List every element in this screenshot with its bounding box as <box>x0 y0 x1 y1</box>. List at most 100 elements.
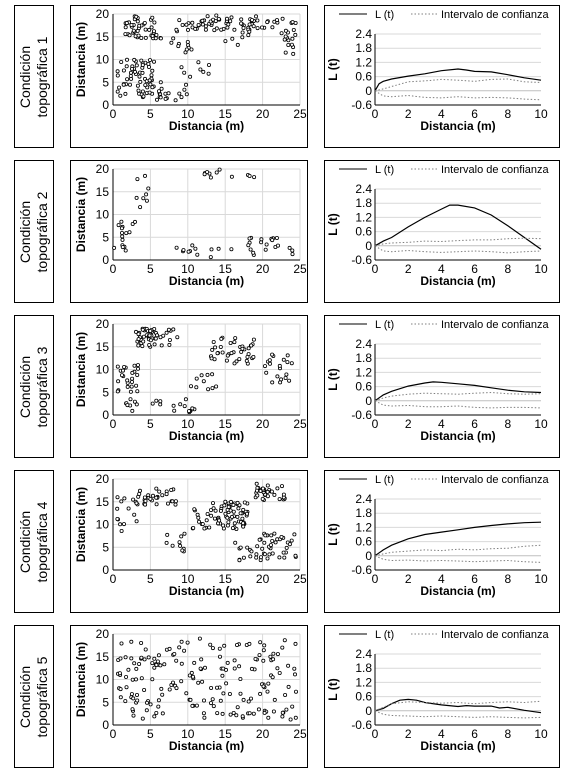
scatter-point <box>132 363 137 368</box>
scatter-point <box>126 667 131 672</box>
scatter-chart: 0 5 10 15 20 25 0 5 10 15 20 Distancia (m) Distancia… <box>74 7 307 133</box>
x-tick-label: 25 <box>293 572 307 586</box>
scatter-point <box>152 665 157 670</box>
condition-label-line2: topográfica 4 <box>34 501 50 582</box>
scatter-point <box>202 526 207 531</box>
scatter-point <box>247 236 252 241</box>
scatter-point <box>134 383 139 388</box>
scatter-point <box>222 643 227 648</box>
scatter-point <box>282 37 287 42</box>
scatter-point <box>265 489 270 494</box>
scatter-point <box>136 88 141 93</box>
x-axis-label: Distancia (m) <box>420 429 495 443</box>
scatter-point <box>290 20 295 25</box>
scatter-point <box>228 340 233 345</box>
y-tick-label: 10 <box>96 208 110 222</box>
scatter-panel: 0 5 10 15 20 25 0 5 10 15 20 Distancia (m) Distancia… <box>70 625 308 768</box>
scatter-point <box>148 328 153 333</box>
scatter-point <box>199 657 204 662</box>
scatter-point <box>260 496 265 501</box>
gridlines <box>112 168 301 261</box>
x-tick-label: 4 <box>438 572 445 586</box>
scatter-points <box>115 13 298 103</box>
condition-label: Condición topográfica 2 <box>14 160 54 303</box>
x-tick-label: 20 <box>256 417 270 431</box>
scatter-point <box>246 243 251 248</box>
scatter-point <box>112 245 117 250</box>
scatter-point <box>154 32 159 37</box>
y-tick-label: 5 <box>102 75 109 89</box>
scatter-point <box>260 546 265 551</box>
scatter-point <box>134 14 139 19</box>
scatter-point <box>179 639 184 644</box>
scatter-point <box>245 545 250 550</box>
scatter-point <box>287 245 292 250</box>
y-tick-label: 20 <box>96 472 110 486</box>
scatter-point <box>201 69 206 74</box>
scatter-point <box>115 389 120 394</box>
scatter-point <box>225 660 230 665</box>
scatter-point <box>281 492 286 497</box>
scatter-point <box>143 27 148 32</box>
scatter-point <box>268 654 273 659</box>
scatter-point <box>204 518 209 523</box>
x-tick-label: 25 <box>293 262 307 276</box>
scatter-point <box>150 85 155 90</box>
scatter-point <box>115 69 120 74</box>
scatter-point <box>249 343 254 348</box>
scatter-point <box>125 403 130 408</box>
y-tick-label: 15 <box>96 495 110 509</box>
scatter-point <box>150 68 155 73</box>
scatter-point <box>280 645 285 650</box>
x-axis-label: Distancia (m) <box>420 119 495 133</box>
scatter-point <box>191 526 196 531</box>
x-tick-label: 25 <box>293 727 307 741</box>
scatter-chart: 0 5 10 15 20 25 0 5 10 15 20 Distancia (m) Distancia… <box>74 472 307 598</box>
x-tick-label: 0 <box>110 572 117 586</box>
scatter-point <box>182 648 187 653</box>
scatter-point <box>166 91 171 96</box>
y-tick-label: 0 <box>102 408 109 422</box>
condition-label-line2: topográfica 1 <box>34 36 50 117</box>
scatter-point <box>225 507 230 512</box>
scatter-point <box>275 652 280 657</box>
scatter-point <box>152 342 157 347</box>
scatter-point <box>266 715 271 720</box>
scatter-point <box>270 25 275 30</box>
scatter-point <box>190 243 195 248</box>
line-panel: L (t) Intervalo de confianza 0 2 4 6 8 10 -0.6 0 0… <box>324 160 560 303</box>
scatter-point <box>134 677 139 682</box>
scatter-point <box>124 685 129 690</box>
y-tick-label: 0 <box>365 394 372 408</box>
scatter-point <box>255 544 260 549</box>
scatter-point <box>282 638 287 643</box>
scatter-point <box>140 716 145 721</box>
scatter-point <box>217 167 222 172</box>
scatter-point <box>277 671 282 676</box>
scatter-point <box>140 70 145 75</box>
scatter-point <box>116 379 121 384</box>
scatter-point <box>164 492 169 497</box>
y-tick-label: 0.6 <box>355 380 372 394</box>
scatter-point <box>143 502 148 507</box>
scatter-point <box>255 26 260 31</box>
scatter-point <box>132 57 137 62</box>
line-panel: L (t) Intervalo de confianza 0 2 4 6 8 10 -0.6 0 0… <box>324 315 560 458</box>
scatter-point <box>270 539 275 544</box>
scatter-point <box>196 22 201 27</box>
y-tick-label: 1.2 <box>355 210 372 224</box>
scatter-point <box>258 555 263 560</box>
scatter-point <box>241 521 246 526</box>
x-tick-label: 20 <box>256 727 270 741</box>
scatter-point <box>213 19 218 24</box>
x-tick-label: 15 <box>219 107 233 121</box>
scatter-point <box>220 673 225 678</box>
scatter-point <box>185 40 190 45</box>
scatter-point <box>143 173 148 178</box>
scatter-point <box>292 532 297 537</box>
scatter-point <box>269 489 274 494</box>
scatter-point <box>200 522 205 527</box>
scatter-point <box>228 712 233 717</box>
scatter-point <box>225 515 230 520</box>
scatter-point <box>184 691 189 696</box>
